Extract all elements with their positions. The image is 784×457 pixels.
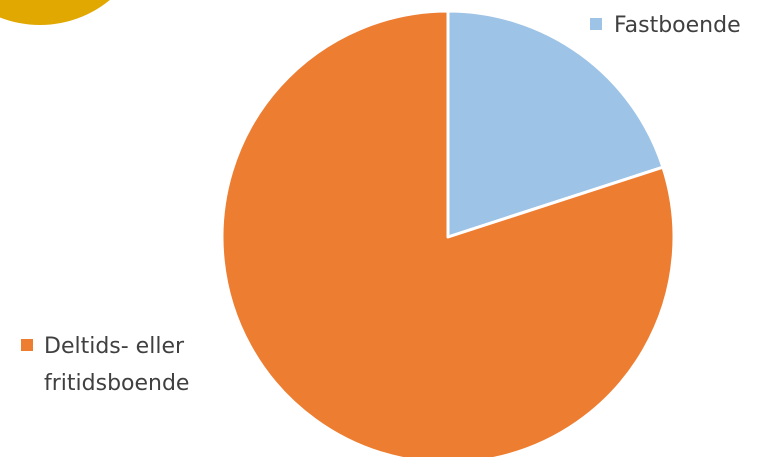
legend-label-fastboende: Fastboende [614,13,741,38]
legend-entry-deltids: Deltids- eller fritidsboende [21,334,189,396]
corner-decoration-circle [0,0,110,25]
pie-slice-fastboende [446,9,665,239]
legend-label-deltids-line1: Deltids- eller [44,334,185,359]
pie-slice-deltids [220,9,676,457]
legend-entry-fastboende: Fastboende [590,13,741,38]
legend-swatch-fastboende [590,18,602,30]
legend-swatch-deltids [21,339,33,351]
pie-slices [220,9,676,457]
legend-label-deltids-line2: fritidsboende [44,371,189,396]
